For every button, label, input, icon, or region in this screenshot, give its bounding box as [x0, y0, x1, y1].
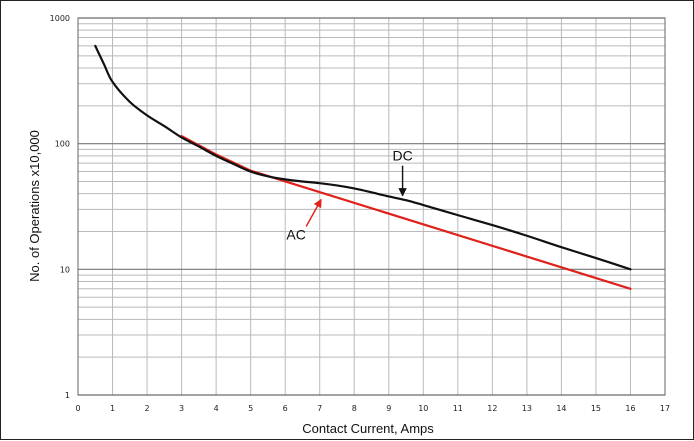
y-tick-label: 100 — [55, 140, 70, 149]
y-tick-label: 1 — [65, 391, 70, 400]
x-tick-label: 15 — [591, 404, 601, 413]
y-axis-title: No. of Operations x10,000 — [27, 130, 42, 282]
x-tick-label: 1 — [110, 404, 115, 413]
x-tick-label: 10 — [418, 404, 428, 413]
y-tick-label: 1000 — [50, 14, 70, 23]
x-tick-label: 14 — [556, 404, 566, 413]
x-tick-label: 3 — [179, 404, 184, 413]
x-tick-label: 9 — [386, 404, 391, 413]
x-tick-label: 11 — [453, 404, 463, 413]
annotation-ac-arrow — [305, 198, 322, 227]
x-axis-title: Contact Current, Amps — [302, 421, 434, 436]
x-tick-labels: 0 1 2 3 4 5 6 7 8 9 10 11 12 13 14 15 16 17 — [75, 404, 670, 413]
annotation-ac: AC — [286, 226, 305, 242]
y-tick-labels: 1 10 100 1000 — [50, 14, 70, 400]
x-tick-label: 6 — [283, 404, 288, 413]
x-tick-label: 12 — [487, 404, 497, 413]
x-tick-label: 7 — [317, 404, 322, 413]
x-tick-label: 16 — [625, 404, 635, 413]
x-tick-label: 4 — [214, 404, 219, 413]
annotations: DC AC — [286, 148, 412, 243]
x-tick-label: 8 — [352, 404, 357, 413]
x-tick-label: 5 — [248, 404, 253, 413]
chart-grid — [77, 17, 666, 396]
series-lines — [94, 44, 632, 290]
annotation-dc: DC — [392, 148, 412, 164]
plot-border — [77, 17, 666, 396]
x-tick-label: 2 — [145, 404, 150, 413]
y-tick-label: 10 — [60, 265, 70, 274]
series-line-dc — [94, 44, 632, 271]
x-tick-label: 17 — [660, 404, 670, 413]
x-tick-label: 13 — [522, 404, 532, 413]
x-tick-label: 0 — [75, 404, 80, 413]
